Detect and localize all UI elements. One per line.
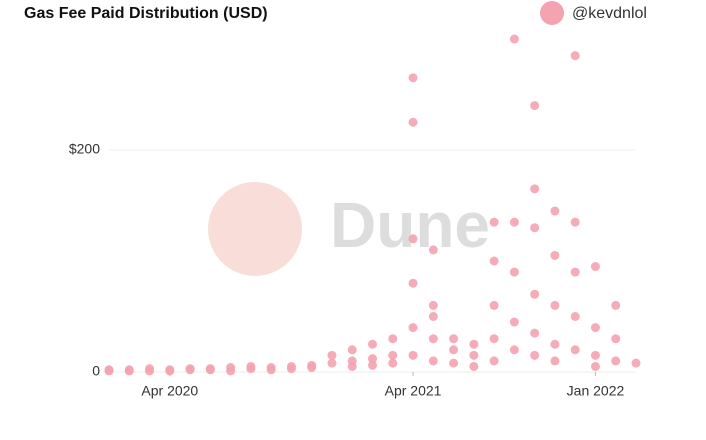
point bbox=[124, 365, 134, 375]
point bbox=[428, 300, 438, 310]
point bbox=[530, 101, 540, 111]
point bbox=[570, 51, 580, 61]
point bbox=[428, 312, 438, 321]
point bbox=[489, 356, 499, 366]
x-tick-label: Apr 2021 bbox=[385, 383, 442, 399]
point bbox=[611, 356, 621, 366]
point bbox=[104, 365, 114, 375]
point bbox=[388, 350, 398, 360]
point bbox=[165, 366, 175, 376]
point bbox=[428, 356, 438, 366]
point bbox=[611, 334, 621, 344]
watermark-logo bbox=[208, 182, 302, 276]
point bbox=[489, 300, 499, 310]
legend-label: @kevdnlol bbox=[572, 5, 647, 22]
point bbox=[509, 217, 519, 227]
point bbox=[489, 334, 499, 344]
point bbox=[550, 356, 560, 366]
point bbox=[509, 267, 519, 277]
point bbox=[570, 217, 580, 227]
point bbox=[347, 361, 357, 371]
point bbox=[469, 361, 479, 371]
point bbox=[408, 234, 418, 244]
point bbox=[631, 358, 641, 368]
point bbox=[307, 363, 317, 373]
point bbox=[590, 361, 600, 371]
point bbox=[530, 223, 540, 233]
point bbox=[550, 206, 560, 216]
point bbox=[489, 217, 499, 227]
point bbox=[570, 345, 580, 355]
watermark: Dune bbox=[330, 189, 490, 261]
point bbox=[570, 312, 580, 321]
point bbox=[469, 350, 479, 360]
point bbox=[428, 334, 438, 344]
point bbox=[428, 245, 438, 255]
point bbox=[408, 117, 418, 127]
x-tick-label: Apr 2020 bbox=[141, 383, 198, 399]
point bbox=[145, 364, 155, 374]
legend-marker bbox=[540, 1, 564, 25]
point bbox=[590, 323, 600, 333]
point bbox=[205, 365, 215, 375]
point bbox=[368, 354, 377, 364]
point bbox=[449, 334, 459, 344]
point bbox=[530, 328, 540, 338]
point bbox=[530, 289, 540, 299]
point bbox=[408, 350, 418, 360]
point bbox=[408, 278, 418, 288]
point bbox=[286, 361, 296, 371]
point bbox=[388, 358, 398, 368]
point bbox=[408, 73, 418, 83]
point bbox=[246, 364, 256, 374]
chart-title: Gas Fee Paid Distribution (USD) bbox=[24, 5, 268, 22]
point bbox=[449, 345, 459, 355]
point bbox=[509, 34, 519, 44]
point bbox=[550, 339, 560, 349]
y-tick-label: 0 bbox=[92, 363, 100, 379]
x-tick-label: Jan 2022 bbox=[567, 383, 625, 399]
point bbox=[489, 256, 499, 266]
point bbox=[347, 345, 357, 355]
point bbox=[327, 350, 337, 360]
point bbox=[611, 300, 621, 310]
point bbox=[266, 363, 276, 373]
point bbox=[449, 358, 459, 368]
point bbox=[590, 262, 600, 272]
point bbox=[590, 350, 600, 360]
point bbox=[570, 267, 580, 277]
point bbox=[368, 360, 377, 370]
point bbox=[368, 339, 377, 349]
point bbox=[550, 250, 560, 260]
point bbox=[550, 300, 560, 310]
point bbox=[327, 358, 337, 368]
point bbox=[408, 323, 418, 333]
point bbox=[530, 350, 540, 360]
point bbox=[388, 334, 398, 344]
y-tick-label: $200 bbox=[69, 141, 100, 157]
point bbox=[185, 364, 195, 374]
point bbox=[469, 339, 479, 349]
point bbox=[226, 366, 236, 376]
point bbox=[509, 317, 519, 327]
point bbox=[509, 345, 519, 355]
point bbox=[530, 184, 540, 194]
